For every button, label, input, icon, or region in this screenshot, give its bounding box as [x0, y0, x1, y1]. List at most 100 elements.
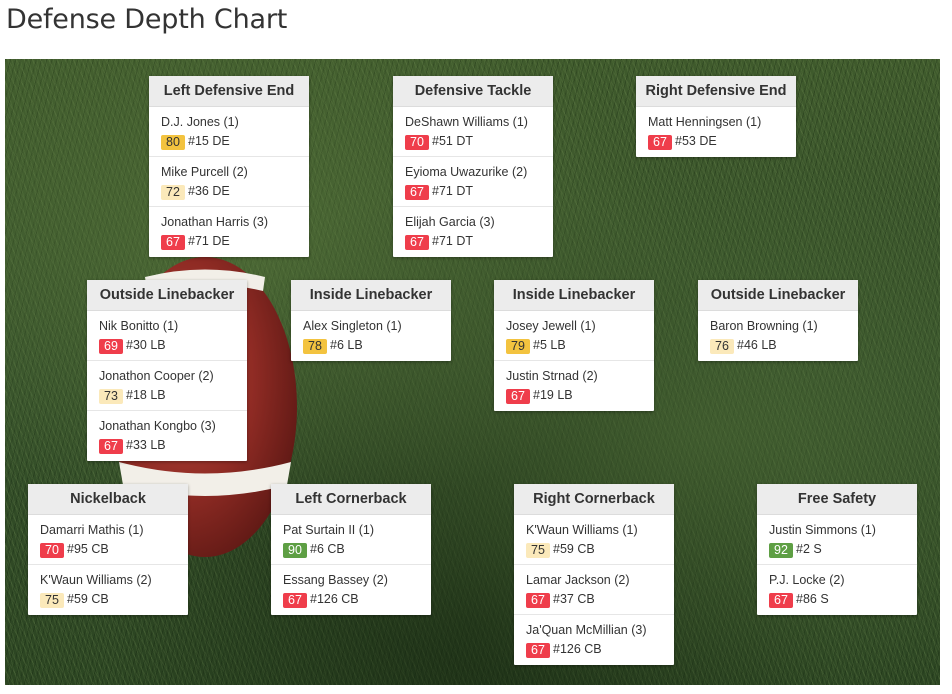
player-info: #46 LB — [737, 338, 777, 352]
player-name: Josey Jewell (1) — [506, 319, 596, 333]
position-title: Outside Linebacker — [87, 280, 247, 311]
player-info: #18 LB — [126, 388, 166, 402]
player-name: K'Waun Williams (2) — [40, 573, 152, 587]
player-row[interactable]: Ja'Quan McMillian (3) 67 #126 CB — [514, 615, 674, 665]
player-name: Elijah Garcia (3) — [405, 215, 495, 229]
rating-badge: 67 — [405, 235, 429, 250]
position-title: Right Defensive End — [636, 76, 796, 107]
player-info: #51 DT — [432, 134, 473, 148]
player-info: #95 CB — [67, 542, 109, 556]
player-info: #126 CB — [553, 642, 602, 656]
player-row[interactable]: Jonathan Kongbo (3) 67 #33 LB — [87, 411, 247, 461]
position-title: Outside Linebacker — [698, 280, 858, 311]
player-row[interactable]: P.J. Locke (2) 67 #86 S — [757, 565, 917, 615]
player-row[interactable]: Pat Surtain II (1) 90 #6 CB — [271, 515, 431, 565]
player-info: #71 DT — [432, 234, 473, 248]
position-card-defensive-tackle: Defensive Tackle DeShawn Williams (1) 70… — [393, 76, 553, 257]
position-card-left-defensive-end: Left Defensive End D.J. Jones (1) 80 #15 … — [149, 76, 309, 257]
player-info: #36 DE — [188, 184, 230, 198]
player-row[interactable]: Jonathon Cooper (2) 73 #18 LB — [87, 361, 247, 411]
player-name: D.J. Jones (1) — [161, 115, 239, 129]
player-row[interactable]: Josey Jewell (1) 79 #5 LB — [494, 311, 654, 361]
page-title: Defense Depth Chart — [6, 4, 288, 35]
player-row[interactable]: Elijah Garcia (3) 67 #71 DT — [393, 207, 553, 257]
position-title: Left Defensive End — [149, 76, 309, 107]
player-info: #19 LB — [533, 388, 573, 402]
position-card-inside-linebacker-left: Inside Linebacker Alex Singleton (1) 78 #… — [291, 280, 451, 361]
rating-badge: 72 — [161, 185, 185, 200]
player-info: #53 DE — [675, 134, 717, 148]
player-info: #30 LB — [126, 338, 166, 352]
rating-badge: 78 — [303, 339, 327, 354]
player-name: Pat Surtain II (1) — [283, 523, 375, 537]
player-info: #37 CB — [553, 592, 595, 606]
rating-badge: 75 — [40, 593, 64, 608]
position-card-left-cornerback: Left Cornerback Pat Surtain II (1) 90 #6 … — [271, 484, 431, 615]
player-name: Justin Simmons (1) — [769, 523, 876, 537]
rating-badge: 69 — [99, 339, 123, 354]
position-title: Free Safety — [757, 484, 917, 515]
position-card-outside-linebacker-right: Outside Linebacker Baron Browning (1) 76… — [698, 280, 858, 361]
position-card-nickelback: Nickelback Damarri Mathis (1) 70 #95 CB K… — [28, 484, 188, 615]
player-row[interactable]: Damarri Mathis (1) 70 #95 CB — [28, 515, 188, 565]
rating-badge: 73 — [99, 389, 123, 404]
player-info: #15 DE — [188, 134, 230, 148]
player-row[interactable]: Matt Henningsen (1) 67 #53 DE — [636, 107, 796, 157]
player-name: Eyioma Uwazurike (2) — [405, 165, 528, 179]
player-name: Baron Browning (1) — [710, 319, 818, 333]
player-info: #6 LB — [330, 338, 363, 352]
player-name: Ja'Quan McMillian (3) — [526, 623, 647, 637]
position-title: Defensive Tackle — [393, 76, 553, 107]
player-name: P.J. Locke (2) — [769, 573, 845, 587]
player-info: #71 DT — [432, 184, 473, 198]
position-card-outside-linebacker-left: Outside Linebacker Nik Bonitto (1) 69 #30… — [87, 280, 247, 461]
player-row[interactable]: Eyioma Uwazurike (2) 67 #71 DT — [393, 157, 553, 207]
player-row[interactable]: Nik Bonitto (1) 69 #30 LB — [87, 311, 247, 361]
player-name: Lamar Jackson (2) — [526, 573, 630, 587]
player-info: #71 DE — [188, 234, 230, 248]
rating-badge: 67 — [283, 593, 307, 608]
player-name: Matt Henningsen (1) — [648, 115, 762, 129]
player-row[interactable]: Justin Simmons (1) 92 #2 S — [757, 515, 917, 565]
rating-badge: 70 — [40, 543, 64, 558]
position-card-right-cornerback: Right Cornerback K'Waun Williams (1) 75 #… — [514, 484, 674, 665]
rating-badge: 67 — [99, 439, 123, 454]
player-row[interactable]: DeShawn Williams (1) 70 #51 DT — [393, 107, 553, 157]
player-name: Nik Bonitto (1) — [99, 319, 179, 333]
rating-badge: 70 — [405, 135, 429, 150]
player-info: #126 CB — [310, 592, 359, 606]
player-row[interactable]: K'Waun Williams (2) 75 #59 CB — [28, 565, 188, 615]
player-info: #59 CB — [67, 592, 109, 606]
player-row[interactable]: Essang Bassey (2) 67 #126 CB — [271, 565, 431, 615]
rating-badge: 67 — [405, 185, 429, 200]
player-row[interactable]: Justin Strnad (2) 67 #19 LB — [494, 361, 654, 411]
player-row[interactable]: Alex Singleton (1) 78 #6 LB — [291, 311, 451, 361]
player-row[interactable]: D.J. Jones (1) 80 #15 DE — [149, 107, 309, 157]
rating-badge: 67 — [506, 389, 530, 404]
player-info: #2 S — [796, 542, 822, 556]
rating-badge: 79 — [506, 339, 530, 354]
rating-badge: 67 — [526, 593, 550, 608]
position-title: Nickelback — [28, 484, 188, 515]
player-info: #6 CB — [310, 542, 345, 556]
rating-badge: 92 — [769, 543, 793, 558]
player-row[interactable]: Mike Purcell (2) 72 #36 DE — [149, 157, 309, 207]
position-card-free-safety: Free Safety Justin Simmons (1) 92 #2 S P.… — [757, 484, 917, 615]
player-name: Alex Singleton (1) — [303, 319, 402, 333]
position-card-right-defensive-end: Right Defensive End Matt Henningsen (1) … — [636, 76, 796, 157]
player-row[interactable]: Lamar Jackson (2) 67 #37 CB — [514, 565, 674, 615]
player-row[interactable]: Jonathan Harris (3) 67 #71 DE — [149, 207, 309, 257]
position-card-inside-linebacker-right: Inside Linebacker Josey Jewell (1) 79 #5 … — [494, 280, 654, 411]
position-title: Right Cornerback — [514, 484, 674, 515]
player-name: K'Waun Williams (1) — [526, 523, 638, 537]
position-title: Inside Linebacker — [494, 280, 654, 311]
rating-badge: 67 — [161, 235, 185, 250]
rating-badge: 80 — [161, 135, 185, 150]
player-info: #86 S — [796, 592, 829, 606]
player-name: Mike Purcell (2) — [161, 165, 248, 179]
player-name: Jonathan Harris (3) — [161, 215, 268, 229]
player-row[interactable]: Baron Browning (1) 76 #46 LB — [698, 311, 858, 361]
player-row[interactable]: K'Waun Williams (1) 75 #59 CB — [514, 515, 674, 565]
rating-badge: 67 — [648, 135, 672, 150]
player-name: Justin Strnad (2) — [506, 369, 598, 383]
